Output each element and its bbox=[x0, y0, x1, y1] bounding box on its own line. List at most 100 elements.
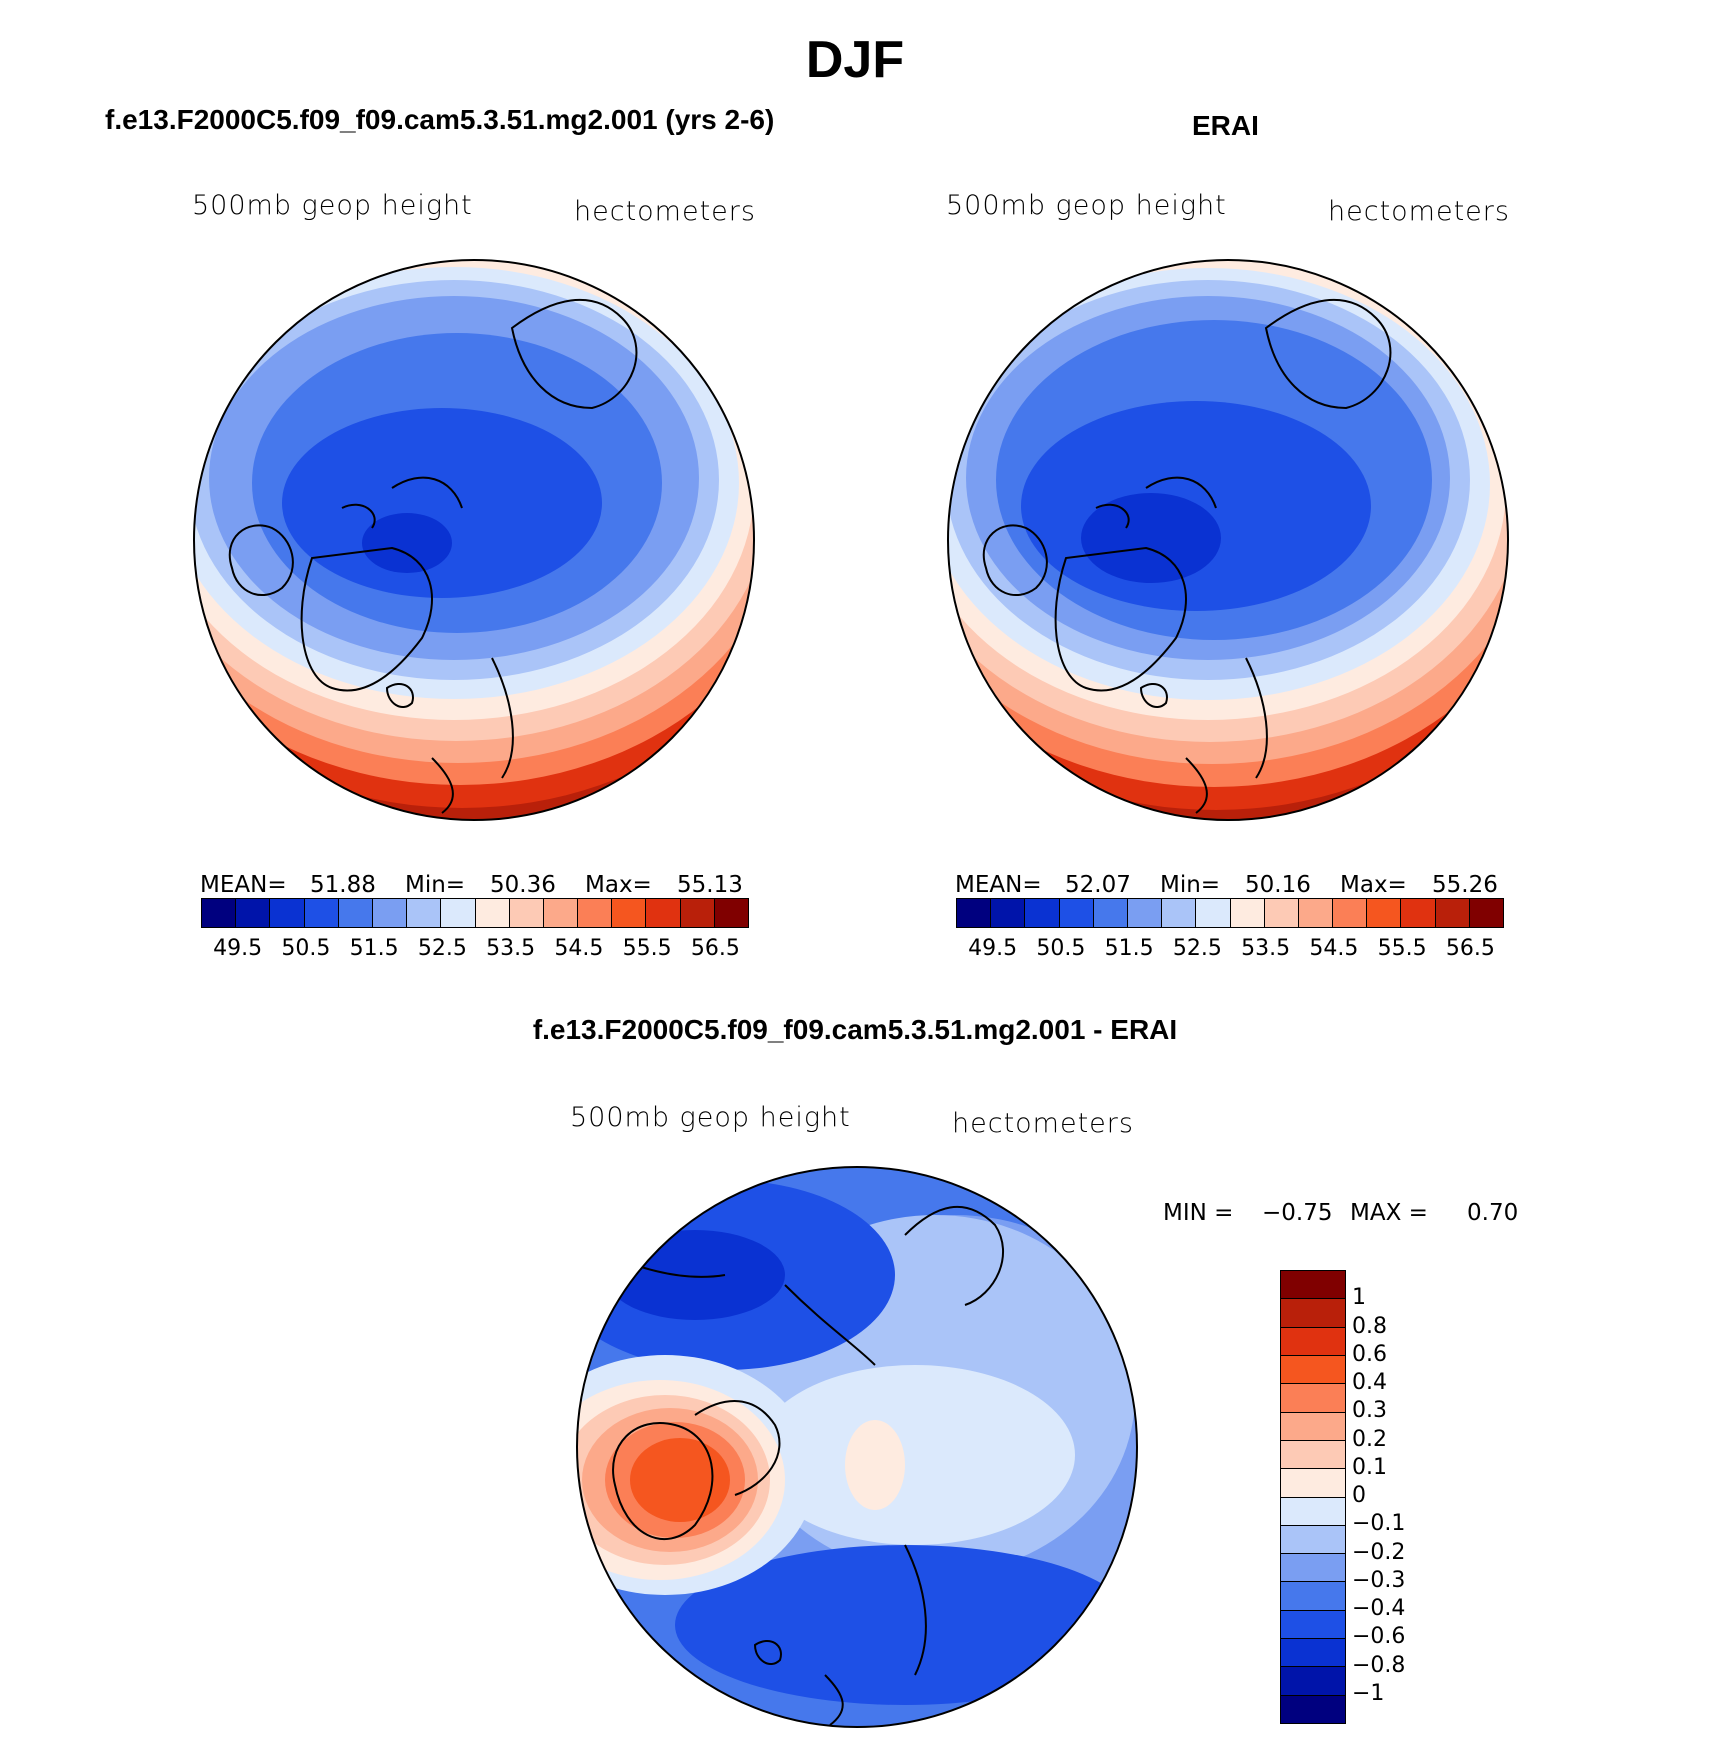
colorbar-swatch bbox=[1264, 899, 1299, 927]
colorbar-swatch bbox=[1281, 1497, 1345, 1526]
colorbar-swatch bbox=[1281, 1610, 1345, 1640]
colorbar-swatch bbox=[714, 899, 748, 927]
panel1-mean-value: 51.88 bbox=[310, 872, 376, 898]
colorbar-swatch bbox=[1281, 1355, 1345, 1385]
panel2-colorbar bbox=[956, 898, 1504, 928]
colorbar-swatch bbox=[1093, 899, 1128, 927]
colorbar-swatch bbox=[509, 899, 544, 927]
colorbar-swatch bbox=[1281, 1554, 1345, 1583]
panel2-max-value: 55.26 bbox=[1432, 872, 1498, 898]
panel3-max-label: MAX = bbox=[1350, 1200, 1428, 1226]
colorbar-tick-label: −0.8 bbox=[1352, 1652, 1406, 1678]
colorbar-tick-label: −0.6 bbox=[1352, 1624, 1406, 1650]
panel3-max-value: 0.70 bbox=[1467, 1200, 1519, 1226]
colorbar-swatch bbox=[1367, 899, 1402, 927]
colorbar-tick-label: 0.1 bbox=[1352, 1454, 1387, 1480]
colorbar-tick-label: −0.2 bbox=[1352, 1539, 1406, 1565]
colorbar-tick-label: −1 bbox=[1352, 1680, 1385, 1706]
panel1-max-value: 55.13 bbox=[677, 872, 743, 898]
colorbar-tick-label: −0.3 bbox=[1352, 1567, 1406, 1593]
colorbar-swatch bbox=[270, 899, 305, 927]
colorbar-tick-label: 52.5 bbox=[1172, 936, 1222, 961]
colorbar-tick-label: 1 bbox=[1352, 1285, 1366, 1311]
colorbar-swatch bbox=[407, 899, 442, 927]
colorbar-swatch bbox=[1469, 899, 1503, 927]
colorbar-swatch bbox=[1281, 1412, 1345, 1441]
colorbar-tick-label: 55.5 bbox=[622, 936, 672, 961]
colorbar-tick-label: 0.4 bbox=[1352, 1370, 1387, 1395]
colorbar-tick-label: 52.5 bbox=[417, 936, 467, 961]
colorbar-swatch bbox=[1281, 1440, 1345, 1470]
panel2-min-label: Min= bbox=[1160, 872, 1221, 898]
colorbar-swatch bbox=[612, 899, 647, 927]
panel1-colorbar bbox=[201, 898, 749, 928]
colorbar-swatch bbox=[372, 899, 408, 927]
colorbar-swatch bbox=[1025, 899, 1060, 927]
panel3-title: f.e13.F2000C5.f09_f09.cam5.3.51.mg2.001 … bbox=[532, 1014, 1178, 1045]
colorbar-tick-label: 54.5 bbox=[554, 936, 604, 961]
colorbar-swatch bbox=[1281, 1327, 1345, 1356]
colorbar-swatch bbox=[338, 899, 373, 927]
colorbar-tick-label: 50.5 bbox=[1036, 936, 1086, 961]
colorbar-swatch bbox=[1196, 899, 1231, 927]
colorbar-swatch bbox=[202, 899, 237, 927]
panel1-polar-map bbox=[193, 259, 755, 821]
panel3-colorbar bbox=[1280, 1270, 1346, 1724]
panel3-polar-map bbox=[576, 1166, 1138, 1728]
colorbar-tick-label: 49.5 bbox=[968, 936, 1018, 961]
panel1-units: hectometers bbox=[574, 196, 756, 227]
panel3-min-label: MIN = bbox=[1163, 1200, 1234, 1226]
colorbar-swatch bbox=[475, 899, 510, 927]
panel2-title: ERAI bbox=[1192, 110, 1259, 141]
colorbar-tick-label: 51.5 bbox=[349, 936, 399, 961]
panel2-max-label: Max= bbox=[1340, 872, 1407, 898]
colorbar-swatch bbox=[1281, 1667, 1345, 1696]
colorbar-tick-label: 50.5 bbox=[281, 936, 331, 961]
panel3-min-value: −0.75 bbox=[1262, 1200, 1333, 1226]
colorbar-swatch bbox=[304, 899, 339, 927]
panel1-mean-label: MEAN= bbox=[200, 872, 287, 898]
colorbar-swatch bbox=[578, 899, 613, 927]
colorbar-tick-label: 53.5 bbox=[1241, 936, 1291, 961]
colorbar-tick-label: 0.3 bbox=[1352, 1398, 1387, 1424]
colorbar-swatch bbox=[646, 899, 681, 927]
colorbar-tick-label: 51.5 bbox=[1104, 936, 1154, 961]
colorbar-swatch bbox=[236, 899, 271, 927]
colorbar-tick-label: −0.4 bbox=[1352, 1596, 1406, 1621]
colorbar-swatch bbox=[1435, 899, 1470, 927]
panel2-mean-value: 52.07 bbox=[1065, 872, 1131, 898]
colorbar-swatch bbox=[1281, 1469, 1345, 1498]
colorbar-swatch bbox=[1127, 899, 1163, 927]
panel2-polar-map bbox=[947, 259, 1509, 821]
panel3-colorbar-ticks: 1 0.8 0.6 0.4 0.3 0.2 0.1 0 −0.1 −0.2 −0.3 −0.4 −0.6… bbox=[1352, 1270, 1432, 1722]
panel1-colorbar-ticks: 49.5 50.5 51.5 52.5 53.5 54.5 55.5 56.5 bbox=[201, 936, 747, 966]
colorbar-swatch bbox=[991, 899, 1026, 927]
colorbar-tick-label: 0.2 bbox=[1352, 1426, 1387, 1452]
panel1-variable: 500mb geop height bbox=[192, 190, 473, 221]
panel2-min-value: 50.16 bbox=[1245, 872, 1311, 898]
colorbar-tick-label: 56.5 bbox=[1445, 936, 1495, 961]
colorbar-swatch bbox=[1230, 899, 1265, 927]
colorbar-tick-label: 55.5 bbox=[1377, 936, 1427, 961]
panel2-mean-label: MEAN= bbox=[955, 872, 1042, 898]
colorbar-tick-label: 56.5 bbox=[690, 936, 740, 961]
panel3-units: hectometers bbox=[952, 1108, 1134, 1139]
colorbar-tick-label: −0.1 bbox=[1352, 1511, 1406, 1537]
panel1-min-value: 50.36 bbox=[490, 872, 556, 898]
colorbar-swatch bbox=[1281, 1695, 1345, 1723]
colorbar-swatch bbox=[1059, 899, 1094, 927]
colorbar-tick-label: 0.8 bbox=[1352, 1313, 1387, 1339]
colorbar-swatch bbox=[543, 899, 579, 927]
panel1-title: f.e13.F2000C5.f09_f09.cam5.3.51.mg2.001 … bbox=[105, 104, 775, 135]
colorbar-tick-label: 53.5 bbox=[486, 936, 536, 961]
colorbar-swatch bbox=[680, 899, 715, 927]
colorbar-swatch bbox=[1281, 1639, 1345, 1668]
colorbar-swatch bbox=[1281, 1525, 1345, 1555]
panel2-units: hectometers bbox=[1328, 196, 1510, 227]
panel2-variable: 500mb geop height bbox=[946, 190, 1227, 221]
colorbar-tick-label: 49.5 bbox=[213, 936, 263, 961]
colorbar-swatch bbox=[441, 899, 476, 927]
panel1-min-label: Min= bbox=[405, 872, 466, 898]
colorbar-swatch bbox=[1281, 1384, 1345, 1413]
colorbar-swatch bbox=[1401, 899, 1436, 927]
